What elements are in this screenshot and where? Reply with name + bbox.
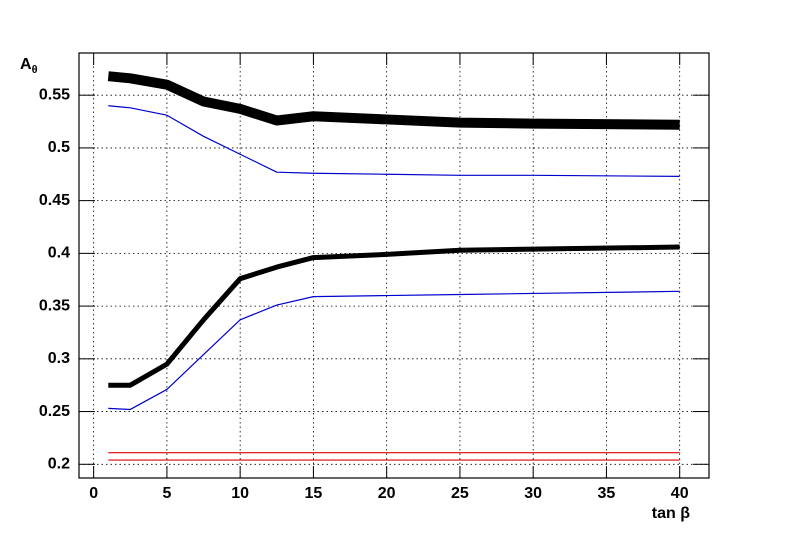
- y-tick-label: 0.35: [39, 297, 70, 314]
- series-line: [108, 244, 680, 388]
- series-line: [107, 71, 680, 130]
- x-tick-label: 10: [231, 485, 249, 502]
- y-tick-label: 0.5: [48, 139, 70, 156]
- series-line: [108, 290, 680, 411]
- x-tick-label: 5: [162, 485, 171, 502]
- x-tick-label: 40: [671, 485, 689, 502]
- x-tick-label: 30: [524, 485, 542, 502]
- x-tick-label: 20: [378, 485, 396, 502]
- plot-frame: [78, 52, 710, 479]
- x-tick-label: 35: [598, 485, 616, 502]
- y-tick-label: 0.3: [48, 350, 70, 367]
- y-tick-label: 0.2: [48, 456, 70, 473]
- x-axis-label: tan β: [652, 505, 690, 522]
- y-tick-label: 0.25: [39, 403, 70, 420]
- x-tick-label: 25: [451, 485, 469, 502]
- series-line: [108, 105, 680, 177]
- x-tick-label: 0: [89, 485, 98, 502]
- y-tick-label: 0.4: [48, 245, 70, 262]
- y-tick-label: 0.45: [39, 192, 70, 209]
- x-tick-label: 15: [305, 485, 323, 502]
- y-tick-label: 0.55: [39, 86, 70, 103]
- y-axis-label: Aθ: [20, 56, 38, 76]
